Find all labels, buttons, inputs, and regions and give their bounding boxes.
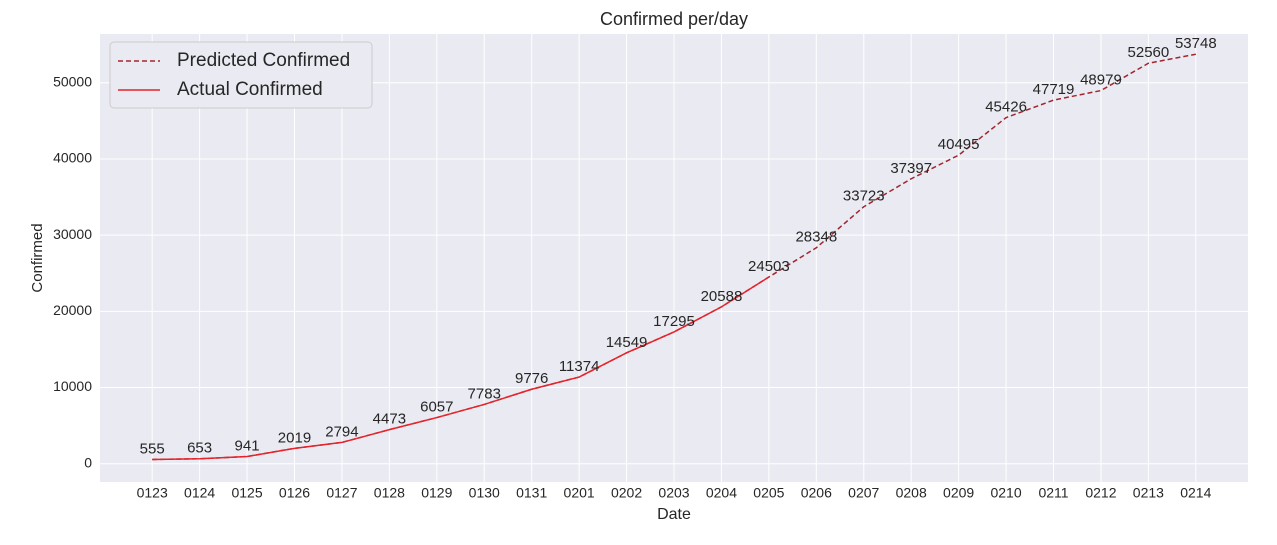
y-tick-label: 50000 (53, 73, 92, 89)
x-tick-label: 0124 (184, 485, 215, 501)
y-tick-label: 0 (84, 454, 92, 470)
x-tick-label: 0201 (564, 485, 595, 501)
legend-label: Predicted Confirmed (177, 50, 350, 71)
data-label: 24503 (748, 258, 790, 275)
data-label: 14549 (606, 334, 648, 351)
data-label: 28348 (795, 229, 837, 246)
x-tick-label: 0130 (469, 485, 500, 501)
x-tick-label: 0125 (231, 485, 262, 501)
data-label: 40495 (938, 136, 980, 153)
x-tick-label: 0127 (326, 485, 357, 501)
x-tick-label: 0126 (279, 485, 310, 501)
data-label: 53748 (1175, 35, 1217, 52)
data-label: 555 (140, 440, 165, 457)
legend-box (109, 41, 373, 109)
data-label: 653 (187, 440, 212, 457)
data-label: 17295 (653, 313, 695, 330)
x-tick-label: 0214 (1180, 485, 1211, 501)
x-tick-label: 0131 (516, 485, 547, 501)
x-tick-label: 0211 (1038, 485, 1068, 501)
x-tick-label: 0128 (374, 485, 405, 501)
data-label: 2794 (325, 423, 358, 440)
y-axis-label: Confirmed (29, 223, 46, 292)
x-tick-label: 0206 (801, 485, 832, 501)
x-tick-label: 0213 (1133, 485, 1164, 501)
line (152, 276, 770, 461)
data-label: 4473 (373, 411, 406, 428)
data-label: 47719 (1033, 81, 1075, 98)
y-tick-label: 40000 (53, 150, 92, 166)
x-tick-label: 0203 (658, 485, 689, 501)
y-tick-label: 20000 (53, 302, 92, 318)
x-tick-label: 0210 (990, 485, 1021, 501)
data-label: 52560 (1128, 44, 1170, 61)
x-tick-label: 0212 (1085, 485, 1116, 501)
data-label: 37397 (890, 160, 932, 177)
x-tick-label: 0207 (848, 485, 879, 501)
x-tick-label: 0205 (753, 485, 784, 501)
data-label: 45426 (985, 99, 1027, 116)
x-tick-label: 0204 (706, 485, 737, 501)
data-label: 48979 (1080, 72, 1122, 89)
x-axis-label: Date (657, 506, 691, 523)
legend-label: Actual Confirmed (177, 79, 323, 100)
y-tick-label: 10000 (53, 378, 92, 394)
data-label: 9776 (515, 370, 548, 387)
data-label: 11374 (559, 358, 600, 375)
data-label: 33723 (843, 188, 885, 205)
data-label: 6057 (420, 399, 453, 416)
data-label: 20588 (701, 288, 743, 305)
x-tick-label: 0202 (611, 485, 642, 501)
data-label: 941 (235, 438, 260, 455)
x-tick-label: 0123 (137, 485, 168, 501)
data-label: 7783 (468, 385, 501, 402)
x-tick-label: 0209 (943, 485, 974, 501)
chart-title: Confirmed per/day (600, 9, 748, 29)
data-label: 2019 (278, 429, 311, 446)
y-tick-label: 30000 (53, 226, 92, 242)
x-tick-label: 0129 (421, 485, 452, 501)
line (152, 53, 1196, 461)
x-tick-label: 0208 (896, 485, 927, 501)
